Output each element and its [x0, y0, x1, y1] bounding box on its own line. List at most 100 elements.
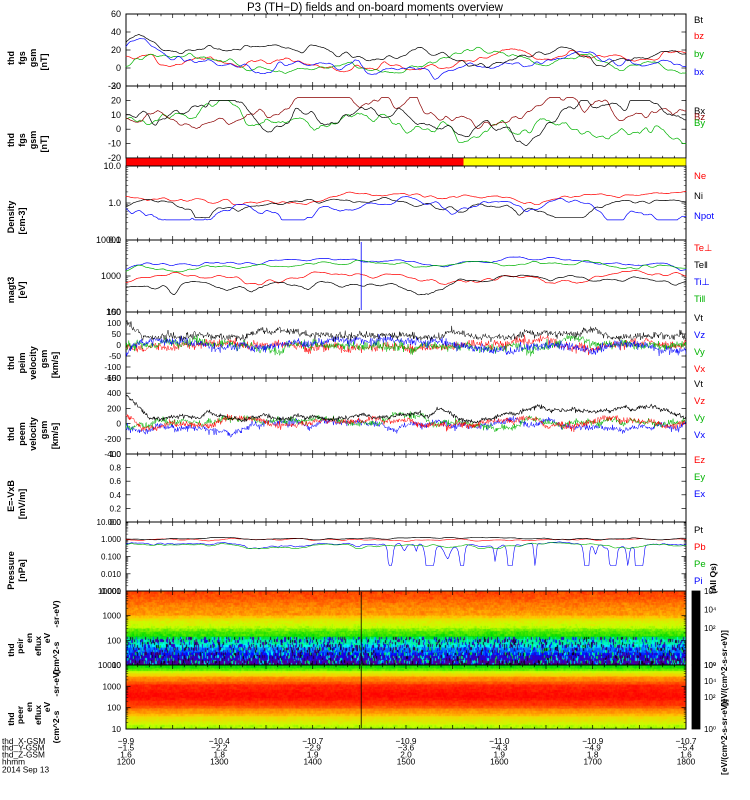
svg-text:−2.2: −2.2 [211, 743, 228, 753]
svg-text:bz: bz [694, 31, 704, 42]
svg-text:2.0: 2.0 [400, 750, 412, 760]
svg-text:1500: 1500 [397, 756, 416, 766]
svg-text:velocity: velocity [28, 417, 38, 451]
svg-text:by: by [694, 49, 704, 60]
svg-text:150: 150 [107, 307, 121, 317]
svg-text:0.001: 0.001 [101, 587, 122, 596]
svg-text:10000: 10000 [98, 660, 121, 670]
svg-text:peer: peer [15, 705, 25, 724]
svg-text:-sr-eV): -sr-eV) [51, 600, 61, 627]
svg-text:en: en [24, 702, 34, 712]
svg-text:[cm-3]: [cm-3] [17, 207, 27, 234]
svg-text:60: 60 [111, 9, 121, 19]
svg-text:2014 Sep 13: 2014 Sep 13 [2, 765, 49, 775]
svg-text:(cm^2-s: (cm^2-s [51, 641, 61, 674]
svg-text:Pb: Pb [694, 542, 706, 553]
svg-text:0.4: 0.4 [109, 490, 121, 500]
svg-text:−4.9: −4.9 [585, 743, 602, 753]
svg-text:peim: peim [17, 352, 27, 373]
svg-text:(All Qs): (All Qs) [708, 563, 718, 594]
svg-text:Ey: Ey [694, 472, 705, 483]
svg-text:Pt: Pt [694, 525, 703, 536]
svg-text:1.9: 1.9 [307, 750, 319, 760]
svg-text:10⁴: 10⁴ [704, 677, 717, 686]
svg-text:400: 400 [107, 388, 121, 398]
svg-text:10⁰: 10⁰ [704, 661, 716, 670]
svg-text:Npot: Npot [694, 211, 714, 222]
svg-text:gsm: gsm [39, 350, 49, 369]
svg-text:thd_X-GSM: thd_X-GSM [2, 736, 45, 746]
svg-text:0: 0 [116, 63, 121, 73]
svg-text:0.0: 0.0 [109, 517, 121, 527]
svg-text:−10.9: −10.9 [582, 736, 603, 746]
svg-text:10000: 10000 [98, 586, 121, 596]
svg-text:Vz: Vz [694, 396, 705, 407]
svg-text:Ni: Ni [694, 191, 703, 202]
svg-text:1.0: 1.0 [108, 198, 121, 208]
svg-text:thd: thd [6, 712, 16, 725]
svg-text:1700: 1700 [583, 756, 602, 766]
svg-text:−2.9: −2.9 [305, 743, 322, 753]
svg-text:0.010: 0.010 [101, 570, 122, 579]
svg-text:magt3: magt3 [6, 277, 16, 304]
svg-text:Vy: Vy [694, 347, 705, 358]
svg-text:0: 0 [116, 124, 121, 134]
svg-text:eV: eV [42, 632, 52, 643]
svg-text:100: 100 [106, 307, 121, 317]
svg-text:gsm: gsm [28, 131, 38, 150]
svg-text:1400: 1400 [303, 756, 322, 766]
svg-text:-20: -20 [108, 81, 121, 91]
svg-text:bx: bx [694, 67, 704, 78]
svg-text:-sr-eV): -sr-eV) [51, 669, 61, 696]
svg-text:−1.5: −1.5 [118, 743, 135, 753]
svg-text:E=-VxB: E=-VxB [6, 480, 16, 512]
svg-text:100: 100 [107, 318, 121, 328]
svg-text:-50: -50 [109, 351, 121, 361]
svg-text:[nT]: [nT] [39, 54, 49, 71]
svg-text:[mV/m]: [mV/m] [17, 489, 27, 520]
svg-text:0: 0 [116, 340, 121, 350]
svg-text:10: 10 [112, 660, 122, 670]
svg-text:1000: 1000 [101, 271, 121, 281]
svg-text:1300: 1300 [210, 756, 229, 766]
svg-text:en: en [24, 633, 34, 643]
svg-text:10⁸: 10⁸ [704, 661, 716, 670]
svg-text:100: 100 [107, 635, 121, 645]
svg-text:10.000: 10.000 [97, 518, 122, 527]
svg-text:-200: -200 [104, 434, 121, 444]
svg-text:thd: thd [6, 51, 16, 65]
svg-text:Te⊥: Te⊥ [694, 243, 712, 254]
svg-text:-100: -100 [104, 362, 121, 372]
svg-text:200: 200 [107, 403, 121, 413]
svg-text:[eV/(cm^2-s-sr-eV)]: [eV/(cm^2-s-sr-eV)] [719, 699, 729, 775]
svg-text:0.1: 0.1 [108, 235, 121, 245]
svg-text:Vx: Vx [694, 430, 705, 441]
svg-text:gsm: gsm [39, 421, 49, 440]
svg-text:−10.7: −10.7 [302, 736, 323, 746]
svg-text:hhmm: hhmm [2, 756, 25, 766]
svg-text:−9.9: −9.9 [118, 736, 135, 746]
svg-text:eflux: eflux [33, 636, 43, 656]
svg-text:[eV]: [eV] [17, 281, 27, 298]
svg-text:1000: 1000 [103, 611, 122, 621]
svg-text:-20: -20 [108, 153, 121, 163]
svg-text:Ez: Ez [694, 455, 705, 466]
svg-text:[eV/(cm^2-s-sr-eV)]: [eV/(cm^2-s-sr-eV)] [719, 630, 729, 706]
svg-text:thd: thd [6, 356, 16, 370]
svg-text:thd: thd [6, 427, 16, 441]
svg-text:[nPa]: [nPa] [17, 559, 27, 582]
svg-text:velocity: velocity [28, 346, 38, 380]
svg-text:1200: 1200 [117, 756, 136, 766]
svg-text:Vt: Vt [694, 313, 703, 324]
svg-text:10⁰: 10⁰ [704, 725, 716, 734]
svg-text:10000: 10000 [96, 235, 121, 245]
svg-text:10²: 10² [704, 693, 716, 702]
svg-text:−10.4: −10.4 [209, 736, 230, 746]
svg-text:fgs: fgs [17, 133, 27, 147]
svg-text:30: 30 [111, 81, 121, 91]
svg-text:1800: 1800 [677, 756, 696, 766]
svg-text:−5.4: −5.4 [678, 743, 695, 753]
svg-text:Pressure: Pressure [6, 551, 16, 590]
svg-text:10: 10 [111, 110, 121, 120]
svg-text:−10.9: −10.9 [396, 736, 417, 746]
